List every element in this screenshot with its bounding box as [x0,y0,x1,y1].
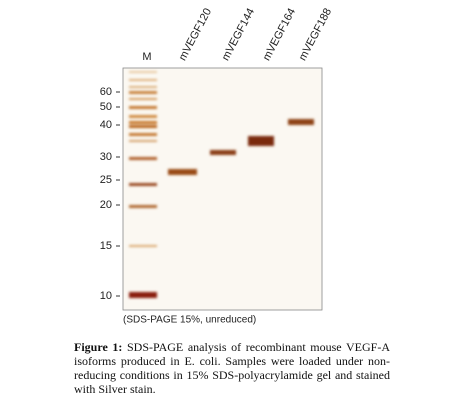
lane-label: mVEGF120 [177,6,215,62]
marker-label: 50 [100,101,112,113]
gel [122,67,323,311]
caption-label: Figure 1: [74,340,123,354]
marker-label: 25 [100,174,112,186]
lane-label: mVEGF144 [220,6,258,62]
gel-figure: M mVEGF120 mVEGF144 mVEGF164 mVEGF188 60… [100,6,335,326]
marker-label: 30 [100,151,112,163]
ladder-bands [129,71,157,298]
sample-bands [168,119,314,175]
caption-text: SDS-PAGE analysis of recombinant mouse V… [74,340,390,396]
lane-label: M [142,51,151,63]
marker-label: 20 [100,199,112,211]
marker-label: 60 [100,86,112,98]
gel-note: (SDS-PAGE 15%, unreduced) [123,315,256,326]
marker-label: 40 [100,119,112,131]
marker-label: 15 [100,240,112,252]
marker-label: 10 [100,290,112,302]
marker-labels: 60 50 40 30 25 20 15 10 [100,86,120,302]
lane-label: mVEGF164 [261,6,299,62]
marker-dashes [116,91,120,297]
lane-label: mVEGF188 [297,6,335,62]
caption: Figure 1: SDS-PAGE analysis of recombina… [74,340,390,396]
